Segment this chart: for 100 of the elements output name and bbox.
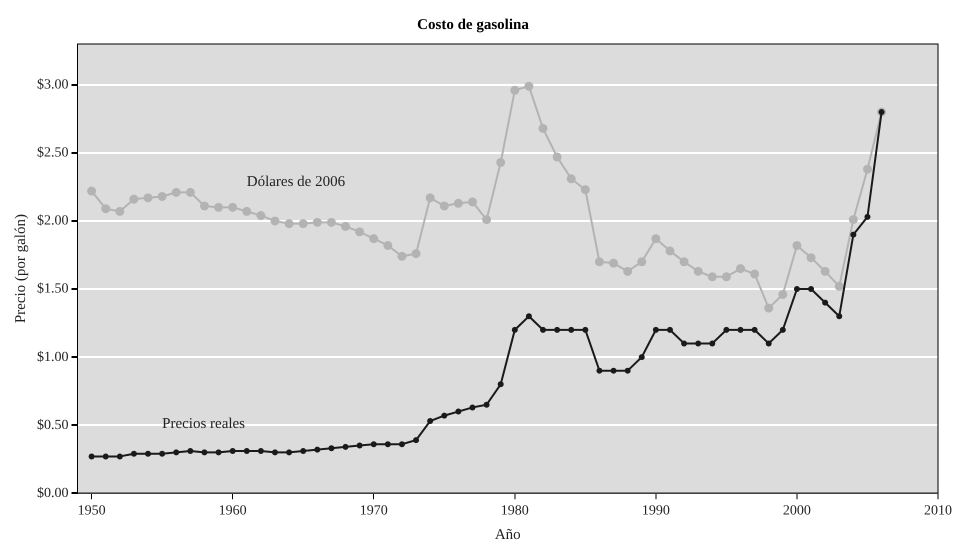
point: [398, 441, 405, 448]
point: [709, 340, 716, 346]
point: [554, 326, 560, 333]
point: [369, 234, 378, 244]
point: [694, 266, 703, 276]
point: [638, 354, 645, 360]
point: [538, 124, 548, 133]
point: [314, 446, 320, 453]
x-tick-label: 1990: [642, 503, 670, 518]
point: [412, 249, 421, 258]
point: [441, 412, 448, 419]
point: [651, 234, 660, 244]
point: [806, 253, 816, 262]
point: [496, 158, 506, 167]
x-tick-label: 1980: [500, 503, 529, 518]
point: [200, 201, 209, 210]
y-axis-title: Precio (por galón): [12, 214, 29, 324]
point: [794, 286, 800, 292]
point: [468, 197, 477, 206]
x-tick-label: 1960: [218, 503, 247, 518]
point: [455, 408, 462, 415]
point: [609, 258, 618, 268]
point: [116, 453, 123, 460]
point: [864, 214, 870, 220]
point: [850, 232, 856, 238]
point: [130, 450, 137, 457]
point: [469, 404, 476, 410]
point: [454, 198, 463, 208]
point: [778, 290, 788, 299]
y-tick-label: $1.50: [37, 282, 68, 297]
point: [129, 194, 138, 204]
y-tick-label: $2.00: [37, 214, 68, 229]
point: [370, 441, 377, 448]
x-tick-label: 2000: [782, 503, 811, 518]
point: [680, 257, 689, 266]
y-tick-label: $0.00: [37, 486, 68, 501]
point: [722, 272, 731, 282]
point: [540, 326, 546, 333]
point: [384, 441, 391, 448]
point: [87, 186, 96, 196]
point: [258, 448, 264, 454]
point: [512, 326, 518, 333]
point: [552, 152, 562, 162]
point: [426, 193, 435, 202]
point: [214, 202, 224, 212]
x-tick-label: 1970: [360, 503, 388, 518]
point: [115, 206, 124, 216]
x-axis-title: Año: [494, 526, 521, 543]
point: [272, 449, 278, 456]
point: [326, 218, 336, 227]
point: [284, 219, 294, 228]
point: [836, 313, 842, 320]
point: [623, 266, 632, 276]
point: [173, 449, 180, 456]
point: [172, 188, 181, 197]
point: [834, 282, 844, 291]
point: [355, 227, 364, 236]
point: [341, 222, 350, 231]
point: [695, 340, 702, 346]
series-label: Dólares de 2006: [246, 174, 346, 190]
point: [216, 449, 222, 456]
chart-title: Costo de gasolina: [417, 16, 530, 33]
point: [298, 219, 308, 228]
point: [665, 246, 674, 256]
point: [594, 257, 604, 266]
y-tick-label: $1.00: [37, 350, 68, 365]
point: [764, 304, 774, 313]
y-tick-label: $2.50: [37, 146, 68, 161]
point: [187, 448, 194, 454]
point: [624, 368, 631, 374]
point: [356, 442, 363, 449]
point: [498, 381, 504, 388]
point: [159, 450, 166, 457]
point: [580, 185, 590, 194]
point: [568, 326, 574, 333]
point: [230, 448, 236, 454]
point: [582, 326, 588, 333]
y-tick-label: $0.50: [37, 418, 68, 433]
point: [510, 86, 520, 95]
point: [300, 448, 306, 454]
point: [145, 450, 152, 457]
point: [708, 272, 717, 282]
point: [88, 453, 95, 460]
point: [102, 453, 109, 460]
point: [383, 240, 392, 250]
point: [792, 240, 802, 250]
point: [158, 192, 167, 201]
point: [750, 270, 760, 279]
point: [482, 215, 492, 224]
point: [397, 252, 406, 261]
point: [862, 164, 872, 174]
point: [681, 340, 688, 346]
point: [820, 266, 830, 276]
point: [848, 215, 858, 224]
y-tick-label: $3.00: [37, 78, 68, 93]
point: [822, 300, 828, 306]
point: [723, 326, 730, 333]
x-tick-label: 2010: [924, 503, 952, 518]
point: [101, 204, 110, 214]
point: [610, 368, 617, 374]
